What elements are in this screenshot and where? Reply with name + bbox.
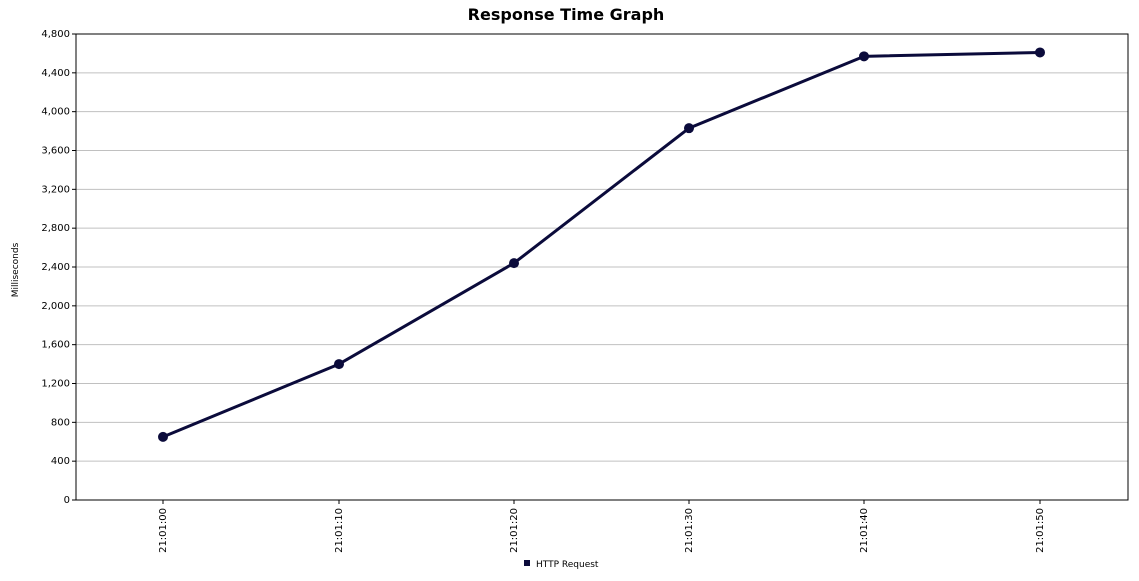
y-tick-label: 2,000: [41, 301, 70, 312]
legend-label: HTTP Request: [536, 560, 599, 570]
y-tick-label: 400: [51, 456, 70, 467]
grid-lines: [76, 72, 1128, 462]
plot-frame: [75, 33, 1129, 501]
data-point: [1035, 47, 1045, 58]
x-tick-label: 21:01:10: [334, 508, 345, 553]
data-point: [334, 359, 344, 370]
y-tick-label: 800: [51, 417, 70, 428]
data-point: [158, 431, 168, 442]
chart-title: Response Time Graph: [468, 5, 665, 24]
y-axis-ticks: 0 400 800 1,200 1,600 2,000 2,400 2,800 3,200 3,6…: [41, 29, 76, 506]
legend: HTTP Request: [524, 560, 599, 570]
x-tick-label: 21:01:20: [509, 508, 520, 553]
y-tick-label: 1,200: [41, 379, 70, 390]
y-axis-title: Milliseconds: [11, 242, 21, 297]
x-tick-label: 21:01:50: [1035, 508, 1046, 553]
y-tick-label: 3,600: [41, 146, 70, 157]
x-axis-ticks: 21:01:00 21:01:10 21:01:20 21:01:30 21:01:40…: [158, 500, 1046, 553]
y-tick-label: 4,000: [41, 107, 70, 118]
x-tick-label: 21:01:40: [859, 508, 870, 553]
y-tick-label: 3,200: [41, 184, 70, 195]
x-tick-label: 21:01:30: [684, 508, 695, 553]
y-tick-label: 2,400: [41, 262, 70, 273]
y-tick-label: 1,600: [41, 340, 70, 351]
legend-swatch: [524, 560, 530, 566]
data-point: [684, 123, 694, 134]
series-layer: [158, 47, 1045, 442]
series-line-http-request: [161, 50, 1042, 439]
data-point: [859, 51, 869, 62]
data-point: [509, 258, 519, 269]
y-tick-label: 4,800: [41, 29, 70, 40]
y-tick-label: 4,400: [41, 68, 70, 79]
y-tick-label: 0: [64, 495, 70, 506]
y-tick-label: 2,800: [41, 223, 70, 234]
y-axis-title-group: Milliseconds: [11, 242, 21, 297]
x-tick-label: 21:01:00: [158, 508, 169, 553]
